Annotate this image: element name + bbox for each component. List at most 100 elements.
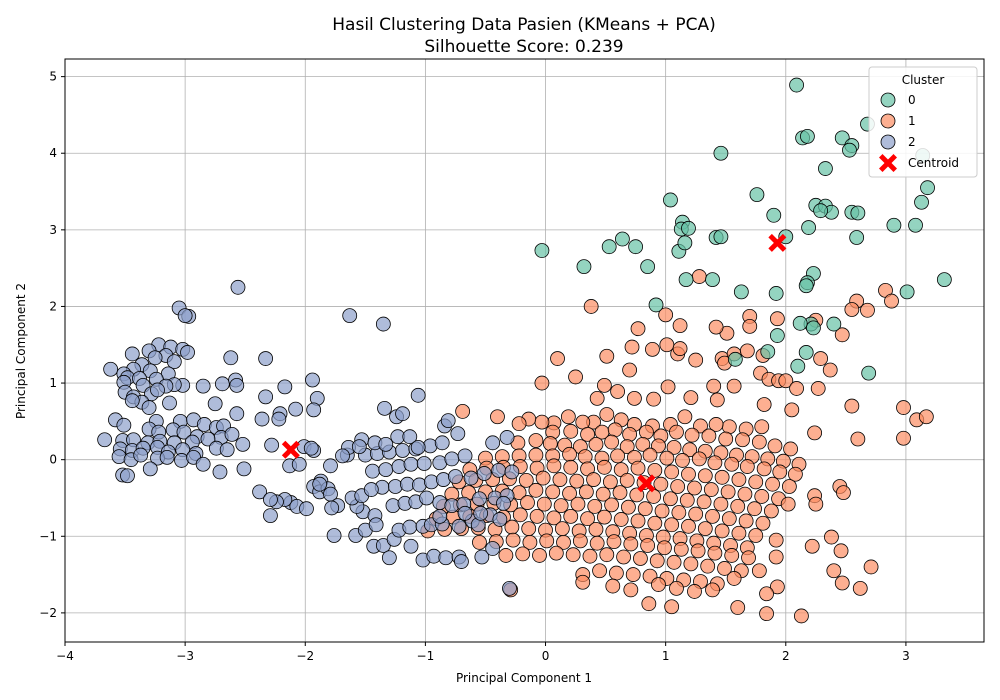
cluster-1-point bbox=[747, 501, 762, 517]
cluster-2-point bbox=[162, 395, 177, 411]
cluster-1-point bbox=[577, 449, 593, 465]
cluster-0-point bbox=[899, 284, 915, 300]
cluster-2-point bbox=[116, 417, 132, 433]
chart-subtitle: Silhouette Score: 0.239 bbox=[424, 37, 623, 57]
cluster-1-point bbox=[672, 318, 688, 334]
cluster-1-point bbox=[751, 563, 767, 579]
cluster-0-point bbox=[760, 344, 776, 360]
cluster-2-point bbox=[375, 316, 391, 332]
cluster-2-point bbox=[277, 379, 293, 395]
cluster-1-point bbox=[664, 599, 680, 615]
cluster-1-point bbox=[554, 521, 570, 537]
cluster-2-point bbox=[457, 505, 473, 521]
cluster-1-point bbox=[863, 559, 879, 575]
cluster-1-point bbox=[599, 547, 615, 563]
cluster-1-point bbox=[683, 390, 699, 406]
cluster-2-point bbox=[252, 484, 268, 500]
cluster-1-point bbox=[739, 459, 755, 474]
cluster-1-point bbox=[754, 419, 770, 435]
cluster-1-point bbox=[726, 571, 742, 586]
cluster-1-point bbox=[666, 440, 682, 455]
cluster-2-point bbox=[235, 436, 251, 452]
cluster-1-point bbox=[754, 489, 770, 504]
cluster-0-point bbox=[576, 259, 592, 275]
cluster-2-point bbox=[416, 456, 432, 471]
cluster-0-point bbox=[768, 286, 784, 301]
cluster-2-point bbox=[419, 490, 434, 506]
cluster-2-point bbox=[288, 401, 304, 417]
cluster-2-point bbox=[263, 492, 278, 507]
cluster-1-point bbox=[675, 453, 690, 468]
legend-marker-0 bbox=[880, 92, 896, 108]
cluster-1-point bbox=[833, 543, 849, 559]
cluster-1-point bbox=[731, 525, 747, 541]
cluster-2-point bbox=[395, 406, 410, 422]
cluster-1-point bbox=[609, 565, 624, 581]
cluster-1-point bbox=[580, 426, 595, 442]
x-tick-label: 2 bbox=[782, 649, 790, 663]
cluster-1-point bbox=[570, 496, 586, 512]
cluster-1-point bbox=[534, 414, 550, 430]
cluster-1-point bbox=[738, 513, 754, 529]
cluster-2-point bbox=[402, 519, 418, 535]
cluster-1-point bbox=[602, 474, 618, 490]
cluster-1-point bbox=[730, 600, 746, 615]
cluster-2-point bbox=[473, 505, 489, 521]
cluster-2-point bbox=[264, 437, 280, 453]
cluster-0-point bbox=[705, 272, 720, 288]
cluster-1-point bbox=[739, 343, 755, 359]
cluster-1-point bbox=[630, 513, 646, 529]
cluster-1-point bbox=[822, 362, 838, 378]
cluster-0-point bbox=[727, 351, 743, 367]
cluster-1-point bbox=[455, 404, 471, 419]
cluster-1-point bbox=[552, 472, 568, 487]
cluster-2-point bbox=[403, 538, 419, 554]
cluster-1-point bbox=[612, 485, 628, 501]
cluster-2-point bbox=[326, 528, 342, 543]
cluster-0-point bbox=[842, 142, 857, 158]
cluster-1-point bbox=[824, 529, 839, 545]
cluster-2-point bbox=[323, 458, 338, 474]
cluster-1-point bbox=[756, 461, 772, 477]
cluster-1-point bbox=[592, 563, 607, 579]
cluster-1-point bbox=[515, 546, 531, 562]
cluster-1-point bbox=[623, 536, 639, 552]
cluster-2-point bbox=[474, 549, 490, 565]
cluster-2-point bbox=[271, 411, 287, 427]
cluster-1-point bbox=[666, 554, 682, 570]
cluster-1-point bbox=[706, 378, 722, 394]
cluster-1-point bbox=[769, 579, 785, 595]
cluster-1-point bbox=[748, 474, 764, 490]
cluster-1-point bbox=[641, 596, 657, 612]
centroid-markers bbox=[281, 233, 787, 493]
cluster-2-point bbox=[324, 500, 340, 516]
cluster-1-point bbox=[781, 479, 797, 494]
y-axis-ticks: −2 −1 0 1 2 3 4 5 bbox=[39, 70, 65, 620]
cluster-1-point bbox=[844, 302, 860, 317]
cluster-1-point bbox=[583, 299, 599, 314]
x-axis-label: Principal Component 1 bbox=[456, 671, 592, 685]
cluster-0-point bbox=[648, 297, 664, 313]
cluster-1-point bbox=[714, 469, 730, 485]
cluster-1-point bbox=[780, 496, 796, 512]
cluster-1-point bbox=[595, 486, 611, 502]
cluster-1-point bbox=[647, 462, 663, 478]
cluster-1-point bbox=[498, 548, 514, 563]
cluster-2-point bbox=[440, 413, 456, 428]
cluster-1-point bbox=[688, 352, 704, 368]
cluster-2-point bbox=[230, 279, 246, 295]
cluster-1-point bbox=[651, 438, 666, 454]
cluster-1-point bbox=[605, 578, 621, 594]
cluster-1-point bbox=[606, 534, 622, 550]
cluster-1-point bbox=[637, 501, 653, 517]
cluster-0-point bbox=[798, 345, 814, 360]
cluster-1-point bbox=[546, 458, 562, 474]
y-axis-label: Principal Component 2 bbox=[14, 283, 28, 419]
cluster-1-point bbox=[787, 466, 803, 482]
y-tick-label: 0 bbox=[49, 453, 57, 467]
cluster-1-point bbox=[687, 480, 702, 496]
cluster-1-point bbox=[664, 464, 680, 480]
cluster-2-point bbox=[224, 426, 240, 442]
cluster-2-point bbox=[491, 462, 507, 478]
legend-label: Centroid bbox=[908, 156, 959, 170]
